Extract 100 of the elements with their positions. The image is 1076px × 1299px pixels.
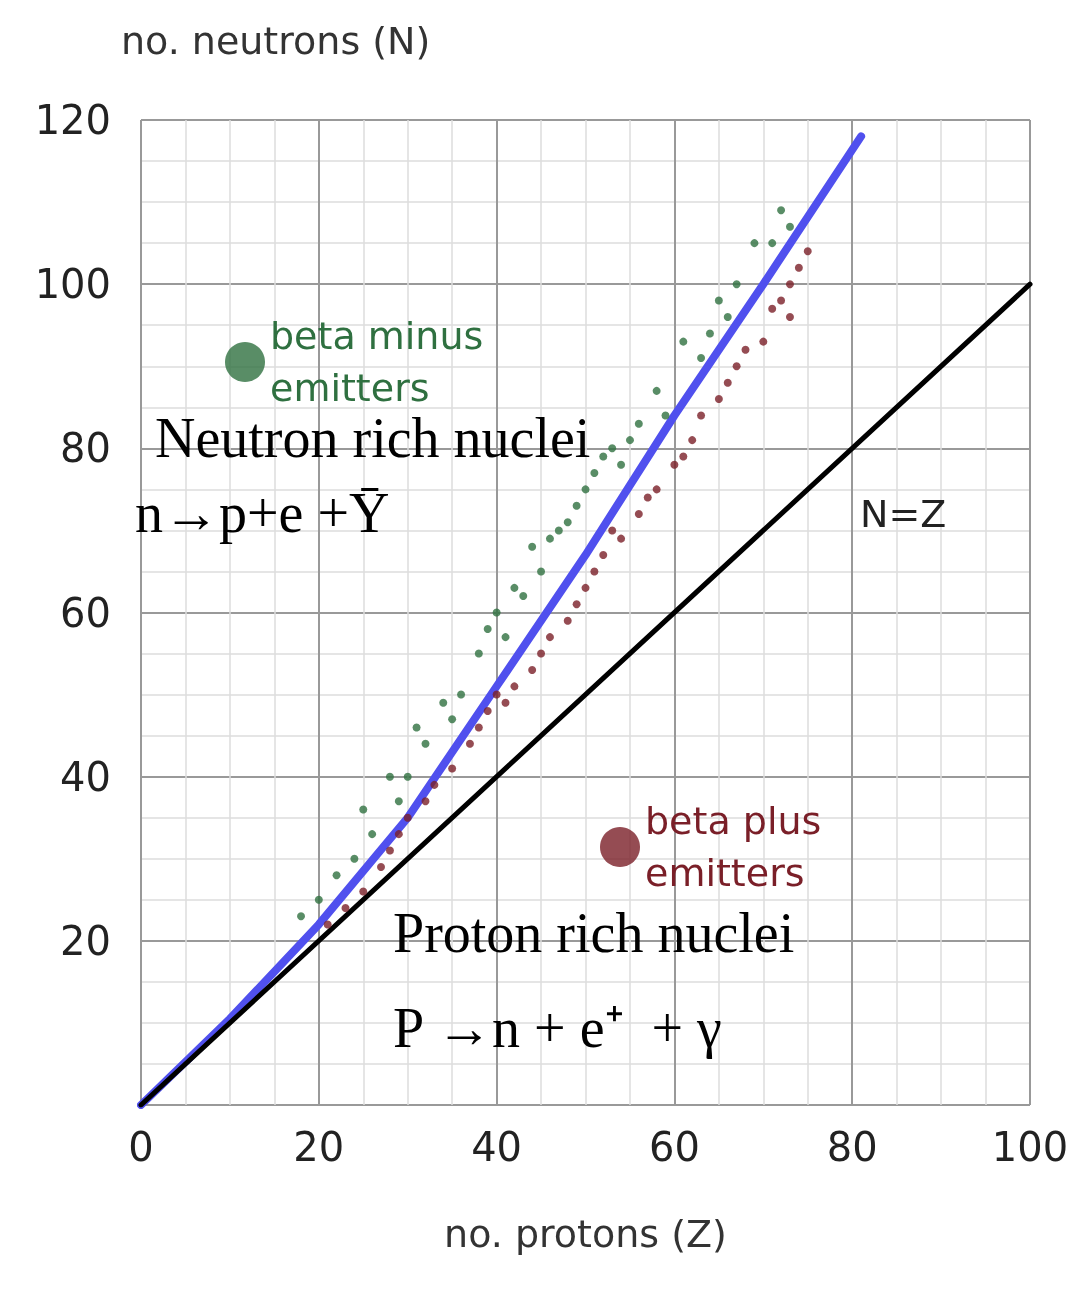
point (537, 649, 546, 658)
point (492, 690, 501, 699)
point (563, 616, 572, 625)
point (421, 797, 430, 806)
annotation: P →n + e⁺ + γ (393, 997, 722, 1059)
point (510, 682, 519, 691)
annotation: N=Z (860, 492, 947, 536)
point (599, 452, 608, 461)
x-tick-label: 40 (471, 1124, 523, 1170)
point (634, 510, 643, 518)
point (332, 871, 341, 880)
legend-label: beta minus emitters (270, 314, 496, 410)
point (759, 337, 768, 346)
point (785, 313, 794, 321)
point (590, 567, 599, 576)
point (732, 362, 741, 371)
point (617, 534, 626, 543)
point (777, 296, 786, 305)
point (581, 583, 590, 592)
y-tick-label: 60 (60, 589, 111, 636)
point (483, 707, 492, 715)
point (394, 830, 403, 839)
point (528, 665, 537, 674)
x-tick-label: 100 (991, 1124, 1069, 1170)
point (572, 600, 581, 609)
point (803, 247, 812, 256)
point (750, 239, 759, 248)
point (723, 313, 732, 321)
point (385, 772, 394, 781)
point (368, 830, 377, 839)
point (545, 534, 554, 543)
point (359, 805, 368, 814)
y-tick-label: 20 (60, 917, 111, 964)
x-tick-label: 80 (826, 1124, 878, 1170)
point (581, 485, 590, 494)
y-tick-label: 120 (34, 97, 111, 143)
point (608, 526, 617, 535)
point (394, 797, 403, 806)
point (314, 895, 323, 904)
point (661, 411, 670, 420)
legend-label: beta plus emitters (645, 799, 834, 895)
point (510, 583, 519, 592)
point (768, 239, 777, 248)
point (563, 518, 572, 527)
point (590, 468, 599, 477)
point (705, 329, 714, 338)
point (350, 854, 359, 863)
point (359, 887, 368, 896)
point (572, 501, 581, 510)
point (599, 551, 608, 560)
point (768, 304, 777, 313)
point (670, 460, 679, 469)
y-tick-label: 100 (34, 261, 111, 308)
point (474, 649, 483, 658)
point (723, 378, 732, 387)
y-tick-label: 80 (60, 425, 111, 472)
point (430, 780, 439, 789)
point (412, 723, 421, 732)
point (528, 542, 537, 551)
point (688, 436, 697, 445)
point (625, 436, 634, 445)
x-tick-label: 0 (128, 1124, 154, 1170)
point (385, 846, 394, 855)
point (448, 715, 457, 724)
point (519, 592, 528, 601)
point (617, 460, 626, 469)
point (537, 567, 546, 576)
point (465, 739, 474, 748)
x-axis-title: no. protons (Z) (444, 1212, 727, 1256)
point (341, 904, 350, 912)
y-tick-label: 40 (60, 753, 111, 800)
point (697, 411, 706, 420)
y-axis-title: no. neutrons (N) (121, 19, 431, 63)
point (439, 698, 448, 707)
point (448, 764, 457, 773)
point (794, 263, 803, 272)
point (777, 206, 786, 215)
annotation: Neutron rich nuclei (155, 407, 591, 469)
point (421, 739, 430, 748)
point (323, 920, 332, 929)
point (403, 772, 412, 781)
point (679, 452, 688, 461)
point (377, 862, 386, 871)
point (741, 345, 750, 354)
point (634, 419, 643, 428)
point (501, 698, 510, 707)
point (608, 444, 617, 453)
point (697, 354, 706, 363)
point (714, 395, 723, 404)
annotation: n→p+e +Ȳ (135, 482, 390, 544)
point (483, 624, 492, 633)
point (652, 485, 661, 494)
point (501, 633, 510, 642)
point (714, 296, 723, 305)
point (652, 386, 661, 395)
point (679, 337, 688, 346)
point (297, 912, 306, 921)
point (403, 813, 412, 822)
point (785, 222, 794, 231)
annotation: Proton rich nuclei (393, 902, 795, 964)
